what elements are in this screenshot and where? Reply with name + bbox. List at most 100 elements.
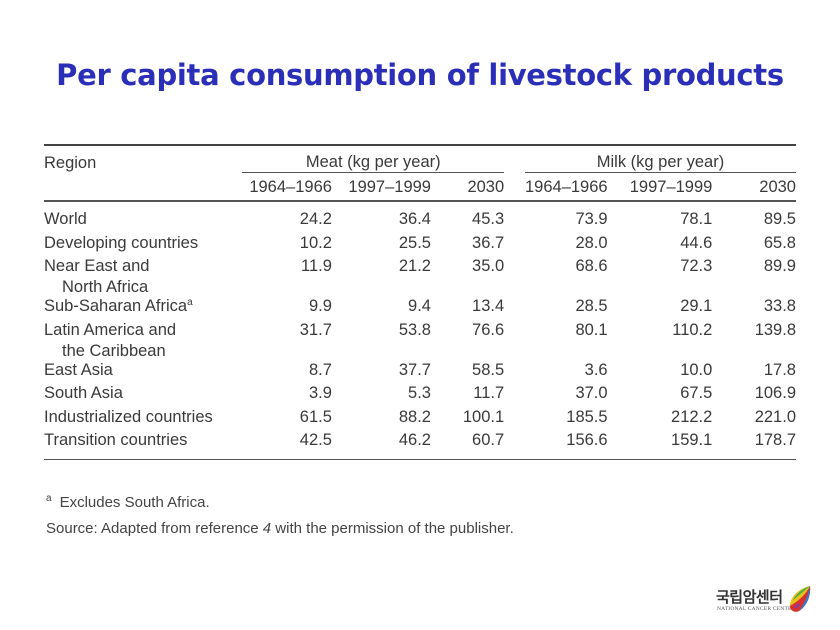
milk-value-cell: 33.8: [763, 297, 796, 315]
table-row: Near East and North Africa 11.9 21.2 35.0 68.…: [44, 257, 796, 297]
source-suffix: with the permission of the publisher.: [271, 520, 514, 537]
group-spacer: [504, 297, 525, 321]
milk-value-cell: 44.6: [680, 233, 713, 252]
leaf-logo-icon: [790, 586, 811, 612]
region-cell: East Asia: [44, 361, 242, 385]
meat-value-cell: 36.7: [472, 233, 505, 252]
region-name: World: [44, 210, 87, 228]
table-row: Developing countries 10.2 25.5 36.7 28.0 44.6…: [44, 234, 796, 258]
group-spacer: [504, 234, 525, 258]
source-prefix: Source: Adapted from reference: [46, 520, 263, 537]
footnote-marker: a: [187, 297, 193, 308]
group-spacer: [504, 408, 525, 432]
region-cell: South Asia: [44, 384, 242, 408]
meat-value-cell: 42.5: [299, 431, 332, 449]
meat-value-cell: 11.7: [473, 384, 505, 402]
meat-value-cell: 100.1: [462, 407, 505, 426]
meat-period-header: 1964–1966: [249, 178, 332, 196]
region-name: Latin America and: [44, 320, 177, 339]
meat-value-cell: 24.2: [299, 210, 332, 228]
footnote: a Excludes South Africa.: [46, 493, 210, 512]
consumption-table: Region Meat (kg per year) Milk (kg per y…: [44, 144, 796, 460]
region-name: Transition countries: [44, 431, 188, 449]
slide-title: Per capita consumption of livestock prod…: [56, 58, 784, 92]
meat-value-cell: 13.4: [472, 297, 505, 315]
meat-value-cell: 88.2: [398, 407, 431, 426]
meat-value-cell: 46.2: [398, 431, 431, 449]
milk-value-cell: 80.1: [575, 320, 608, 339]
milk-value-cell: 185.5: [566, 407, 608, 426]
meat-value-cell: 35.0: [472, 257, 505, 275]
meat-value-cell: 25.5: [398, 233, 431, 252]
milk-value-cell: 178.7: [754, 431, 796, 449]
table-row: East Asia 8.7 37.7 58.5 3.6 10.0 17.8: [44, 361, 796, 385]
meat-value-cell: 37.7: [398, 360, 431, 379]
meat-value-cell: 31.7: [299, 320, 332, 339]
milk-value-cell: 89.9: [763, 257, 796, 275]
footnote-text: Excludes South Africa.: [59, 494, 210, 511]
milk-value-cell: 65.8: [763, 233, 796, 252]
region-header: Region: [44, 153, 97, 172]
region-name: South Asia: [44, 384, 123, 402]
milk-value-cell: 28.0: [575, 233, 608, 252]
region-cell: Near East and North Africa: [44, 257, 242, 297]
region-name: East Asia: [44, 360, 113, 379]
milk-value-cell: 28.5: [575, 297, 608, 315]
region-cell: Sub-Saharan Africaa: [44, 297, 242, 321]
header-rule: [44, 200, 796, 202]
logo-english-text: NATIONAL CANCER CENTER: [717, 606, 796, 612]
milk-value-cell: 78.1: [680, 210, 713, 228]
region-name-continued: North Africa: [62, 278, 149, 296]
milk-value-cell: 73.9: [575, 210, 608, 228]
milk-value-cell: 139.8: [754, 320, 796, 339]
milk-value-cell: 37.0: [575, 384, 608, 402]
milk-value-cell: 67.5: [680, 384, 713, 402]
meat-period-header: 2030: [467, 178, 505, 196]
footnote-marker: a: [46, 493, 52, 504]
table-row: South Asia 3.9 5.3 11.7 37.0 67.5 106.9: [44, 384, 796, 408]
meat-value-cell: 9.9: [308, 297, 332, 315]
meat-value-cell: 45.3: [472, 210, 505, 228]
milk-value-cell: 106.9: [754, 384, 796, 402]
meat-value-cell: 8.7: [308, 360, 332, 379]
milk-value-cell: 110.2: [672, 320, 713, 339]
source-note: Source: Adapted from reference 4 with th…: [46, 520, 514, 537]
table-top-rule: [44, 144, 796, 146]
milk-group-header: Milk (kg per year): [524, 146, 796, 173]
meat-value-cell: 9.4: [408, 297, 431, 315]
meat-value-cell: 5.3: [408, 384, 431, 402]
source-reference: 4: [262, 520, 272, 537]
milk-period-header: 1997–1999: [629, 178, 713, 196]
milk-value-cell: 89.5: [763, 210, 796, 228]
table-bottom-rule: [44, 458, 796, 460]
milk-value-cell: 72.3: [680, 257, 713, 275]
meat-value-cell: 21.2: [398, 257, 431, 275]
meat-value-cell: 58.5: [472, 360, 505, 379]
group-spacer: [504, 431, 525, 455]
logo-korean-text: 국립암센터: [716, 588, 783, 606]
milk-value-cell: 156.6: [566, 431, 608, 449]
region-cell: World: [44, 210, 242, 234]
group-spacer: [504, 361, 525, 385]
group-spacer: [504, 257, 525, 297]
group-spacer: [504, 321, 525, 361]
milk-value-cell: 68.6: [575, 257, 608, 275]
meat-value-cell: 60.7: [472, 431, 505, 449]
meat-period-header: 1997–1999: [348, 178, 431, 196]
meat-group-header: Meat (kg per year): [242, 146, 505, 173]
milk-value-cell: 159.1: [671, 431, 713, 449]
region-cell: Industrialized countries: [44, 408, 242, 432]
region-cell: Developing countries: [44, 234, 242, 258]
milk-value-cell: 3.6: [584, 360, 608, 379]
milk-value-cell: 221.0: [754, 407, 796, 426]
milk-period-header: 1964–1966: [524, 178, 608, 196]
region-name-continued: the Caribbean: [62, 341, 166, 360]
region-cell: Transition countries: [44, 431, 242, 455]
group-spacer: [504, 384, 525, 408]
milk-value-cell: 29.1: [680, 297, 713, 315]
meat-value-cell: 3.9: [308, 384, 332, 402]
milk-period-header: 2030: [759, 178, 796, 196]
table-row: Sub-Saharan Africaa 9.9 9.4 13.4 28.5 29.1 33.…: [44, 297, 796, 321]
table-row: World 24.2 36.4 45.3 73.9 78.1 89.5: [44, 210, 796, 234]
meat-value-cell: 11.9: [301, 257, 332, 275]
